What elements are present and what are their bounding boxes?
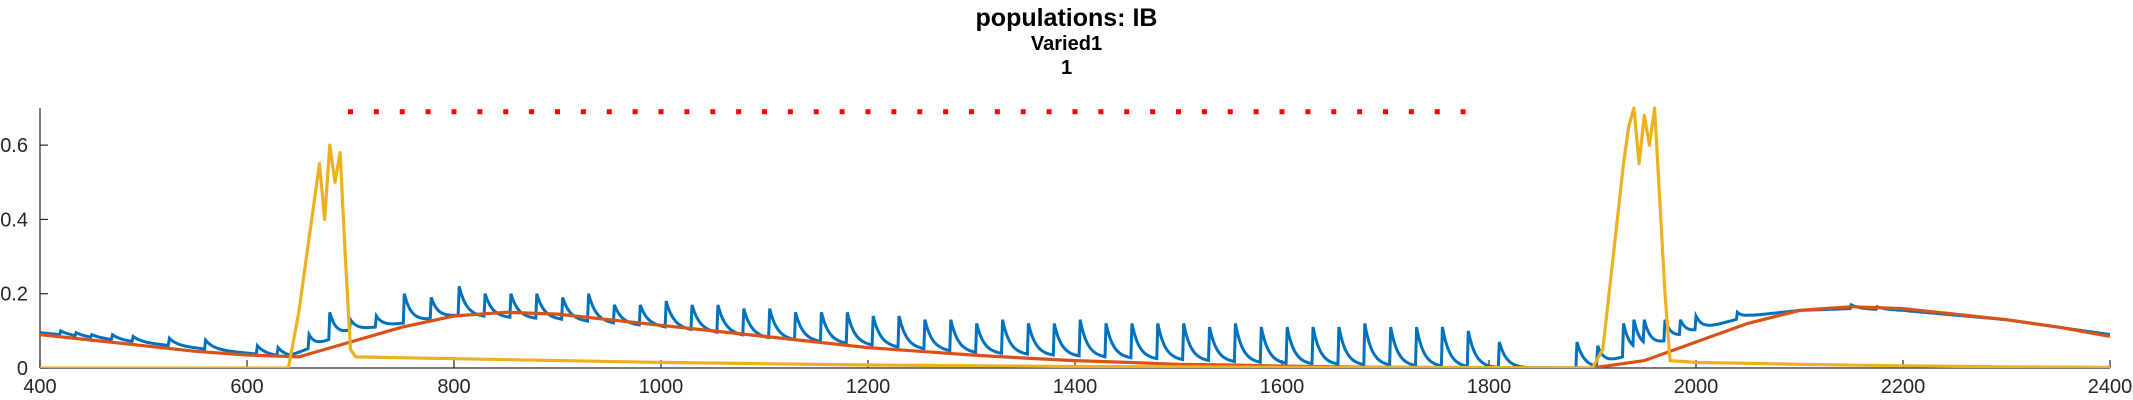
marker-dot <box>1434 109 1440 115</box>
marker-dot <box>373 109 379 115</box>
x-tick-label: 600 <box>230 376 263 398</box>
chart-subtitle: Varied1 <box>1030 33 1103 55</box>
marker-dot <box>1305 109 1311 115</box>
marker-dot <box>1357 109 1363 115</box>
marker-dot <box>1046 109 1052 115</box>
marker-dot <box>1150 109 1156 115</box>
marker-dot <box>994 109 1000 115</box>
marker-dot <box>865 109 871 115</box>
marker-dot <box>1227 109 1233 115</box>
marker-dot <box>839 109 845 115</box>
marker-dot <box>606 109 612 115</box>
y-tick-label: 0 <box>17 358 28 380</box>
marker-dot <box>943 109 949 115</box>
marker-dot <box>787 109 793 115</box>
chart-title: populations: IB <box>975 4 1158 32</box>
marker-dot <box>529 109 535 115</box>
marker-dot <box>1176 109 1181 115</box>
marker-dot <box>477 109 483 115</box>
marker-dot <box>969 109 974 115</box>
marker-dot <box>1124 109 1130 115</box>
marker-dot <box>1020 109 1026 115</box>
marker-dot <box>1408 109 1414 115</box>
marker-dot <box>1253 109 1259 115</box>
marker-dot <box>1279 109 1285 115</box>
x-tick-label: 1200 <box>846 376 891 398</box>
marker-dot <box>1098 109 1104 115</box>
marker-dot <box>348 109 353 115</box>
x-tick-label: 1400 <box>1053 376 1098 398</box>
marker-dot <box>555 109 560 115</box>
series-line <box>40 285 2110 368</box>
chart-subtitle-2: 1 <box>1060 57 1073 79</box>
x-tick-label: 2200 <box>1881 376 1926 398</box>
chart-titles: populations: IB Varied1 1 <box>0 0 2133 80</box>
marker-dot <box>399 109 405 115</box>
marker-dot <box>1201 109 1207 115</box>
x-tick-label: 1000 <box>639 376 684 398</box>
x-tick-label: 400 <box>23 376 56 398</box>
marker-dot <box>710 109 716 115</box>
marker-dot <box>451 109 457 115</box>
series-line <box>40 305 2110 368</box>
marker-dot <box>658 109 664 115</box>
y-tick-label: 0.2 <box>0 284 28 306</box>
marker-dot <box>503 109 509 115</box>
y-tick-label: 0.6 <box>0 135 28 157</box>
y-tick-label: 0.4 <box>0 209 28 231</box>
marker-dot <box>917 109 923 115</box>
x-tick-label: 2400 <box>2088 376 2133 398</box>
marker-dot <box>813 109 819 115</box>
marker-dot <box>684 109 690 115</box>
series-line <box>40 106 2110 368</box>
x-tick-label: 2000 <box>1674 376 1719 398</box>
x-tick-label: 1600 <box>1260 376 1305 398</box>
marker-dot <box>1331 109 1337 115</box>
marker-dot <box>425 109 431 115</box>
x-tick-label: 1800 <box>1467 376 1512 398</box>
marker-dot <box>736 109 742 115</box>
marker-dot <box>580 109 586 115</box>
x-tick-label: 800 <box>437 376 470 398</box>
marker-dot <box>762 109 767 115</box>
marker-dot <box>891 109 897 115</box>
marker-dot <box>1072 109 1078 115</box>
marker-dot <box>632 109 638 115</box>
marker-dot <box>1460 109 1466 115</box>
marker-dot <box>1383 109 1388 115</box>
